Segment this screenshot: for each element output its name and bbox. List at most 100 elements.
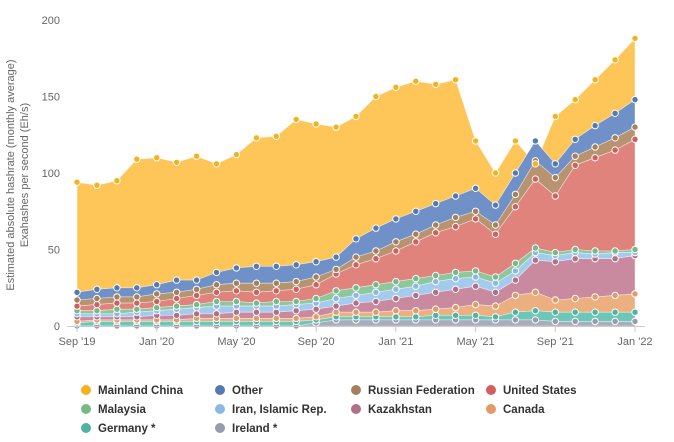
point-canada[interactable]: [451, 303, 460, 312]
point-other[interactable]: [292, 261, 300, 269]
point-other[interactable]: [451, 192, 460, 200]
point-malaysia[interactable]: [93, 307, 101, 315]
point-kazakhstan[interactable]: [451, 285, 460, 293]
point-russian-federation[interactable]: [491, 221, 500, 229]
point-mainland-china[interactable]: [611, 56, 619, 64]
point-russian-federation[interactable]: [432, 221, 440, 229]
point-iran-islamic-rep[interactable]: [491, 279, 500, 287]
point-other[interactable]: [212, 268, 221, 277]
point-germany[interactable]: [591, 308, 599, 316]
point-other[interactable]: [352, 235, 360, 243]
point-ireland[interactable]: [511, 316, 520, 324]
point-united-states[interactable]: [172, 294, 181, 303]
legend-item-ireland[interactable]: Ireland *: [215, 423, 278, 435]
point-malaysia[interactable]: [611, 247, 619, 255]
legend-item-russian-federation[interactable]: Russian Federation: [351, 385, 475, 397]
point-kazakhstan[interactable]: [491, 288, 500, 296]
point-kazakhstan[interactable]: [312, 305, 320, 313]
point-malaysia[interactable]: [272, 297, 280, 306]
point-mainland-china[interactable]: [272, 132, 280, 141]
point-other[interactable]: [272, 262, 280, 270]
point-canada[interactable]: [571, 294, 579, 303]
point-germany[interactable]: [571, 308, 579, 316]
point-russian-federation[interactable]: [571, 152, 579, 160]
point-united-states[interactable]: [352, 261, 360, 269]
point-malaysia[interactable]: [292, 297, 300, 306]
point-mainland-china[interactable]: [292, 115, 300, 124]
point-kazakhstan[interactable]: [252, 308, 261, 316]
point-united-states[interactable]: [232, 287, 241, 295]
point-mainland-china[interactable]: [451, 76, 460, 84]
point-mainland-china[interactable]: [591, 76, 599, 84]
point-united-states[interactable]: [491, 230, 500, 238]
point-malaysia[interactable]: [232, 297, 241, 306]
point-russian-federation[interactable]: [192, 285, 201, 293]
point-malaysia[interactable]: [491, 273, 500, 281]
point-kazakhstan[interactable]: [372, 297, 380, 306]
point-malaysia[interactable]: [372, 281, 380, 289]
point-kazakhstan[interactable]: [511, 276, 520, 284]
legend-item-other[interactable]: Other: [215, 385, 263, 397]
point-other[interactable]: [571, 135, 579, 144]
point-kazakhstan[interactable]: [392, 294, 400, 303]
point-malaysia[interactable]: [212, 297, 221, 306]
point-canada[interactable]: [631, 290, 639, 298]
point-canada[interactable]: [252, 314, 261, 323]
point-united-states[interactable]: [611, 146, 619, 154]
point-other[interactable]: [551, 160, 559, 168]
point-united-states[interactable]: [93, 300, 101, 309]
legend-item-kazakhstan[interactable]: Kazakhstan: [351, 404, 432, 416]
point-canada[interactable]: [611, 291, 619, 300]
point-germany[interactable]: [471, 311, 480, 319]
point-united-states[interactable]: [432, 229, 440, 237]
point-malaysia[interactable]: [412, 274, 420, 283]
point-iran-islamic-rep[interactable]: [352, 291, 360, 300]
point-germany[interactable]: [551, 308, 559, 316]
point-other[interactable]: [113, 284, 121, 292]
point-russian-federation[interactable]: [332, 265, 340, 274]
point-united-states[interactable]: [372, 255, 380, 263]
point-kazakhstan[interactable]: [611, 255, 619, 263]
point-canada[interactable]: [531, 288, 540, 296]
legend-item-germany[interactable]: Germany *: [81, 423, 156, 435]
point-kazakhstan[interactable]: [412, 291, 420, 300]
point-other[interactable]: [631, 95, 639, 104]
point-canada[interactable]: [312, 313, 320, 321]
point-other[interactable]: [511, 169, 520, 177]
point-united-states[interactable]: [392, 247, 400, 255]
point-mainland-china[interactable]: [551, 112, 559, 121]
point-kazakhstan[interactable]: [352, 299, 360, 307]
point-germany[interactable]: [631, 308, 639, 316]
point-kazakhstan[interactable]: [292, 307, 300, 315]
point-other[interactable]: [531, 137, 540, 145]
point-germany[interactable]: [392, 313, 400, 321]
point-ireland[interactable]: [531, 316, 540, 324]
point-united-states[interactable]: [252, 288, 261, 296]
point-mainland-china[interactable]: [252, 134, 261, 142]
point-malaysia[interactable]: [471, 267, 480, 275]
point-germany[interactable]: [491, 313, 500, 321]
point-iran-islamic-rep[interactable]: [511, 267, 520, 275]
point-malaysia[interactable]: [252, 299, 261, 307]
point-germany[interactable]: [451, 311, 460, 319]
point-ireland[interactable]: [591, 317, 599, 326]
point-russian-federation[interactable]: [312, 273, 320, 281]
point-mainland-china[interactable]: [172, 158, 181, 167]
point-other[interactable]: [172, 276, 181, 284]
point-mainland-china[interactable]: [332, 123, 340, 131]
point-other[interactable]: [133, 284, 141, 292]
point-mainland-china[interactable]: [93, 181, 101, 189]
point-canada[interactable]: [491, 302, 500, 310]
point-iran-islamic-rep[interactable]: [332, 294, 340, 303]
point-russian-federation[interactable]: [551, 173, 559, 182]
point-malaysia[interactable]: [392, 277, 400, 286]
point-russian-federation[interactable]: [172, 288, 181, 296]
point-russian-federation[interactable]: [73, 296, 81, 304]
point-canada[interactable]: [292, 314, 300, 323]
point-malaysia[interactable]: [113, 305, 121, 313]
point-other[interactable]: [471, 184, 480, 193]
point-russian-federation[interactable]: [471, 207, 480, 216]
point-mainland-china[interactable]: [471, 137, 480, 145]
point-iran-islamic-rep[interactable]: [471, 273, 480, 281]
point-russian-federation[interactable]: [93, 294, 101, 303]
